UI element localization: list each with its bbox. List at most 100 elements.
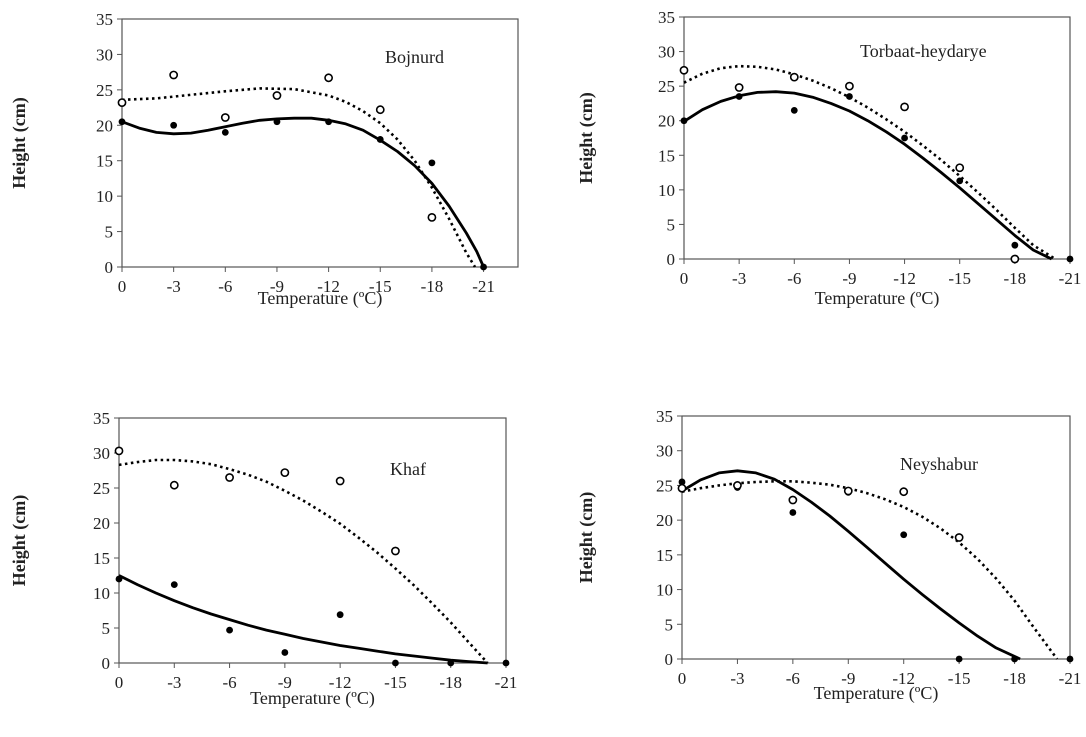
open-data-point — [324, 73, 334, 83]
open-data-point — [679, 65, 689, 75]
filled-data-point — [790, 106, 798, 114]
x-tick-label: -6 — [786, 669, 800, 688]
open-data-point — [220, 113, 230, 122]
y-tick-label: 15 — [658, 146, 675, 165]
x-tick-label: 0 — [678, 669, 687, 688]
filled-data-point — [846, 93, 853, 100]
chart-panel-1: 0 5 10 15 20 25 30 35 0 -3 -6 -9 -12 -15 -18 -21 Tempera… — [576, 8, 1081, 309]
y-tick-label: 20 — [658, 112, 675, 131]
x-tick-label: -18 — [1004, 269, 1027, 288]
open-data-point — [169, 480, 179, 490]
y-axis-title: Height (cm) — [576, 492, 597, 583]
open-data-point — [272, 91, 282, 100]
filled-data-point — [336, 611, 344, 619]
open-data-point — [734, 83, 744, 92]
filled-data-point — [1066, 255, 1074, 263]
filled-data-point — [901, 134, 908, 142]
filled-data-point — [502, 659, 510, 667]
y-tick-label: 0 — [665, 650, 674, 669]
solid-fit-curve — [118, 574, 488, 665]
y-tick-label: 10 — [658, 181, 675, 200]
open-data-point — [169, 70, 179, 80]
open-data-point — [843, 486, 853, 496]
filled-data-point — [221, 128, 229, 136]
x-tick-label: -9 — [270, 277, 284, 296]
x-tick-label: -12 — [892, 669, 915, 688]
filled-data-point — [281, 649, 289, 656]
y-tick-label: 5 — [667, 215, 676, 234]
x-tick-label: -9 — [842, 269, 856, 288]
x-tick-label: -21 — [1059, 669, 1082, 688]
solid-fit-curve — [683, 90, 1053, 261]
filled-data-point — [1066, 655, 1074, 663]
chart-panel-2: 0 5 10 15 20 25 30 35 0 -3 -6 -9 -12 -15 -18 -21 Tempera… — [9, 409, 517, 709]
y-axis-title: Height (cm) — [9, 495, 30, 586]
x-tick-label: -12 — [317, 277, 340, 296]
filled-data-point — [480, 263, 487, 271]
x-tick-label: -12 — [893, 269, 916, 288]
y-tick-label: 10 — [656, 581, 673, 600]
y-tick-label: 35 — [96, 10, 113, 29]
filled-data-point — [680, 117, 688, 125]
x-axis-title: Temperature (ºC) — [814, 683, 939, 704]
x-tick-label: -9 — [841, 669, 855, 688]
y-tick-label: 35 — [93, 409, 110, 428]
x-tick-label: 0 — [680, 269, 689, 288]
open-data-point — [900, 102, 909, 112]
x-tick-label: -3 — [167, 277, 181, 296]
y-tick-label: 35 — [658, 8, 675, 27]
x-tick-label: -3 — [732, 269, 746, 288]
x-axis-title: Temperature (ºC) — [250, 688, 375, 709]
y-tick-label: 20 — [656, 511, 673, 530]
x-tick-label: -18 — [439, 673, 462, 692]
x-tick-label: 0 — [118, 277, 127, 296]
filled-data-point — [900, 531, 908, 539]
x-tick-label: -18 — [1003, 669, 1026, 688]
dotted-fit-curve — [121, 87, 477, 268]
y-tick-label: 0 — [667, 250, 676, 269]
y-tick-label: 15 — [93, 549, 110, 568]
open-data-point — [117, 98, 127, 108]
plot-frame — [121, 18, 519, 268]
y-axis-title: Height (cm) — [9, 97, 30, 188]
panel-location-label: Khaf — [390, 459, 426, 479]
open-data-point — [225, 473, 234, 482]
panel-location-label: Torbaat-heydarye — [860, 41, 987, 61]
y-tick-label: 20 — [96, 116, 113, 135]
y-tick-label: 5 — [102, 619, 111, 638]
filled-data-point — [118, 118, 126, 126]
x-tick-label: -15 — [369, 277, 392, 296]
filled-data-point — [226, 626, 233, 634]
open-data-point — [733, 481, 742, 490]
chart-panel-0: 0 5 10 15 20 25 30 35 0 -3 -6 -9 -12 -15 -18 -21 Tempera… — [9, 10, 519, 309]
filled-data-point — [392, 659, 399, 667]
filled-data-point — [170, 581, 178, 588]
x-axis-title: Temperature (ºC) — [815, 288, 940, 309]
open-data-point — [677, 483, 687, 493]
x-tick-label: -15 — [384, 673, 407, 692]
open-data-point — [335, 476, 345, 486]
filled-data-point — [678, 478, 686, 486]
filled-data-point — [735, 93, 743, 100]
x-tick-label: -15 — [948, 269, 971, 288]
panel-location-label: Bojnurd — [385, 47, 444, 67]
filled-data-point — [447, 659, 455, 667]
y-tick-label: 5 — [105, 223, 114, 242]
filled-data-point — [789, 509, 797, 516]
filled-data-point — [956, 177, 964, 185]
y-tick-label: 30 — [656, 442, 673, 461]
plot-frame — [683, 16, 1071, 260]
y-tick-label: 25 — [93, 479, 110, 498]
open-data-point — [114, 446, 124, 456]
filled-data-point — [273, 118, 281, 126]
filled-data-point — [428, 159, 436, 167]
x-tick-label: -3 — [167, 673, 181, 692]
filled-data-point — [376, 136, 384, 143]
y-tick-label: 15 — [656, 546, 673, 565]
dotted-fit-curve — [681, 480, 1059, 660]
x-tick-label: -3 — [730, 669, 744, 688]
x-tick-label: -15 — [948, 669, 971, 688]
open-data-point — [789, 72, 799, 82]
solid-fit-curve — [681, 469, 1021, 661]
x-tick-label: -21 — [1059, 269, 1082, 288]
